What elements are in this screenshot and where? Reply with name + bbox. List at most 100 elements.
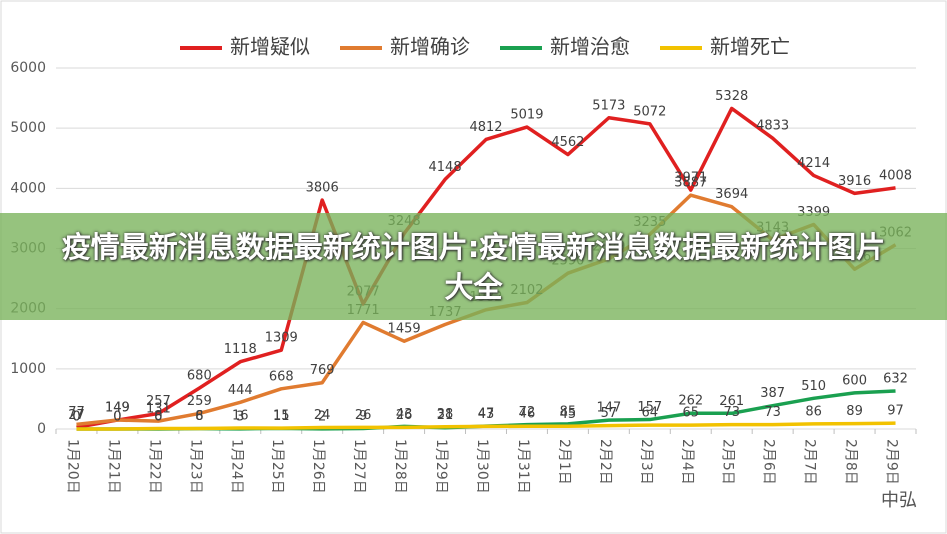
data-label: 3806: [306, 181, 339, 196]
data-label: 15: [273, 409, 290, 424]
data-label: 38: [437, 407, 454, 422]
data-label: 16: [232, 409, 249, 424]
x-tick-label: 1月22日: [146, 439, 162, 494]
data-label: 4008: [879, 168, 912, 183]
data-label: 4562: [551, 135, 584, 150]
overlay-title: 疫情最新消息数据最新统计图片:疫情最新消息数据最新统计图片大全: [61, 229, 886, 304]
data-label: 3: [236, 409, 244, 424]
data-label: 24: [314, 408, 331, 423]
data-label: 4148: [429, 160, 462, 175]
data-label: 0: [113, 410, 121, 425]
data-label: 157: [637, 400, 662, 415]
data-label: 8: [195, 409, 203, 424]
legend-label: 新增死亡: [710, 35, 790, 59]
data-label: 9: [359, 409, 367, 424]
data-label: 73: [723, 405, 740, 420]
x-tick-label: 1月21日: [105, 439, 121, 494]
y-tick-label: 1000: [10, 361, 46, 377]
data-label: 43: [478, 407, 495, 422]
x-tick-label: 2月8日: [843, 439, 859, 485]
data-label: 21: [437, 408, 454, 423]
data-label: 4214: [797, 156, 830, 171]
x-tick-label: 2月5日: [720, 439, 736, 485]
data-label: 26: [396, 408, 413, 423]
x-tick-label: 2月7日: [802, 439, 818, 485]
x-tick-label: 2月3日: [638, 439, 654, 485]
data-label: 262: [678, 394, 703, 409]
data-label: 86: [805, 404, 822, 419]
data-label: 3916: [838, 174, 871, 189]
data-label: 65: [682, 406, 699, 421]
data-label: 2: [318, 409, 326, 424]
data-label: 57: [601, 406, 618, 421]
x-tick-label: 2月2日: [597, 439, 613, 485]
legend-label: 新增确诊: [390, 35, 470, 59]
data-label: 131: [146, 402, 171, 417]
data-label: 5072: [633, 104, 666, 119]
data-label: 85: [560, 404, 577, 419]
data-label: 73: [764, 405, 781, 420]
data-label: 46: [519, 407, 536, 422]
data-label: 510: [801, 379, 826, 394]
data-label: 8: [154, 409, 162, 424]
data-label: 632: [883, 371, 908, 386]
x-tick-label: 1月20日: [64, 439, 80, 494]
data-label: 26: [355, 408, 372, 423]
data-label: 257: [146, 394, 171, 409]
data-label: 3971: [674, 171, 707, 186]
data-label: 149: [105, 401, 130, 416]
series-line: [76, 106, 896, 430]
x-tick-label: 2月6日: [761, 439, 777, 485]
data-label: 600: [842, 373, 867, 388]
x-tick-label: 1月25日: [269, 439, 285, 494]
x-tick-label: 1月28日: [392, 439, 408, 494]
data-label: 387: [760, 386, 785, 401]
legend-label: 新增治愈: [550, 35, 630, 59]
data-label: 3694: [715, 187, 748, 202]
data-label: 4812: [469, 120, 502, 135]
data-label: 1118: [224, 342, 257, 357]
data-label: 1309: [265, 331, 298, 346]
x-tick-label: 2月4日: [679, 439, 695, 485]
data-label: 43: [396, 407, 413, 422]
data-label: 64: [642, 406, 659, 421]
data-label: 261: [719, 394, 744, 409]
data-label: 72: [519, 405, 536, 420]
data-label: 5019: [510, 108, 543, 123]
y-tick-label: 0: [37, 421, 46, 437]
data-label: 27: [68, 408, 85, 423]
data-label: 4833: [756, 119, 789, 134]
data-label: 0: [154, 410, 162, 425]
data-label: 5328: [715, 89, 748, 104]
y-tick-label: 4000: [10, 180, 46, 196]
y-tick-label: 5000: [10, 120, 46, 136]
data-label: 89: [846, 404, 863, 419]
x-tick-label: 2月9日: [884, 439, 900, 485]
x-tick-label: 2月1日: [556, 439, 572, 485]
watermark: 中弘: [881, 490, 917, 511]
data-label: 97: [887, 404, 904, 419]
data-label: 0: [72, 410, 80, 425]
data-label: 5173: [592, 98, 625, 113]
x-tick-label: 1月31日: [515, 439, 531, 494]
data-label: 77: [68, 405, 85, 420]
x-tick-label: 1月26日: [310, 439, 326, 494]
x-tick-label: 1月27日: [351, 439, 367, 494]
data-label: 6: [195, 409, 203, 424]
data-label: 47: [478, 407, 495, 422]
series-line: [76, 421, 896, 431]
x-tick-label: 1月29日: [433, 439, 449, 494]
data-label: 444: [228, 383, 253, 398]
data-label: 0: [72, 410, 80, 425]
data-label: 45: [560, 407, 577, 422]
x-tick-label: 1月23日: [187, 439, 203, 494]
data-label: 680: [187, 369, 212, 384]
data-label: 1459: [388, 322, 421, 337]
x-tick-label: 1月24日: [228, 439, 244, 494]
data-label: 147: [596, 401, 621, 416]
data-label: 0: [113, 410, 121, 425]
data-label: 769: [310, 363, 335, 378]
overlay-banner: 疫情最新消息数据最新统计图片:疫情最新消息数据最新统计图片大全: [0, 213, 947, 320]
data-label: 3887: [674, 176, 707, 191]
